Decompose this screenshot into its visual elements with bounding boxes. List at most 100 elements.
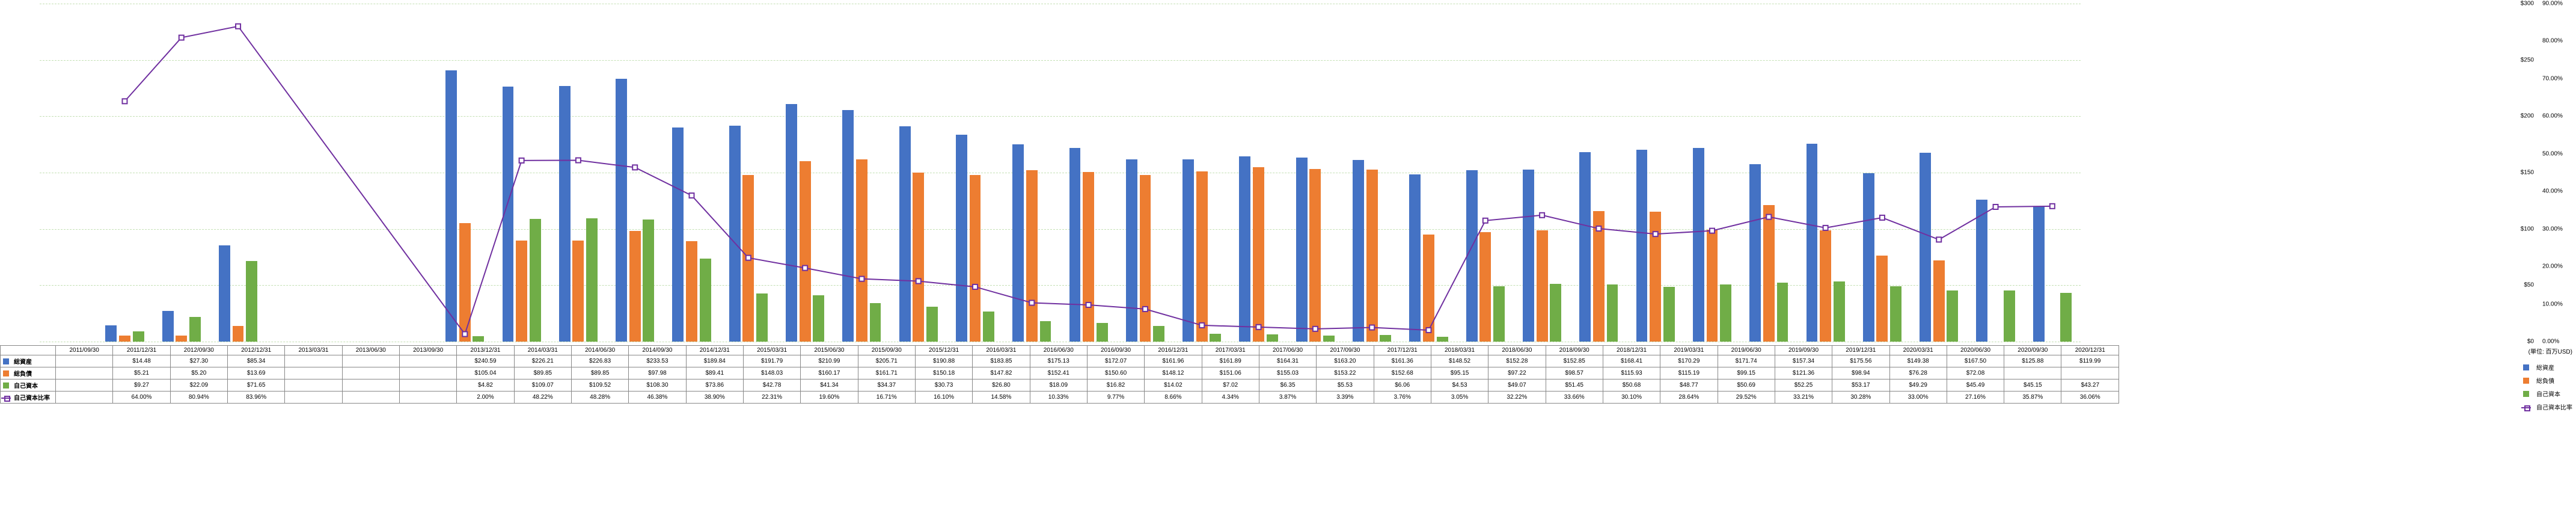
cell: $115.93 — [1603, 367, 1660, 379]
y-left-tick: $300 — [2521, 1, 2534, 7]
y-right-tick: 60.00% — [2542, 113, 2563, 120]
cell: 29.52% — [1718, 392, 1775, 404]
cell: 32.22% — [1488, 392, 1546, 404]
cell — [56, 379, 113, 392]
cell: 2013/09/30 — [399, 346, 456, 355]
cell: $160.17 — [801, 367, 858, 379]
cell: $189.84 — [686, 355, 743, 367]
cell: $13.69 — [227, 367, 284, 379]
cell: $161.36 — [1374, 355, 1431, 367]
cell: $164.31 — [1259, 355, 1316, 367]
cell: 2014/09/30 — [629, 346, 686, 355]
row-header: 総負債 — [1, 367, 56, 379]
cell: $161.71 — [858, 367, 915, 379]
cell: $45.49 — [1947, 379, 2004, 392]
cell: $50.68 — [1603, 379, 1660, 392]
cell: $125.88 — [2004, 355, 2061, 367]
legend-item: 自己資本比率 — [2523, 401, 2572, 414]
cell: 16.71% — [858, 392, 915, 404]
cell: $98.57 — [1546, 367, 1603, 379]
cell — [285, 392, 342, 404]
y-left-tick: $200 — [2521, 113, 2534, 120]
cell: $49.07 — [1488, 379, 1546, 392]
y-right-tick: 50.00% — [2542, 150, 2563, 157]
data-table: 2011/09/302011/12/312012/09/302012/12/31… — [0, 345, 2119, 404]
cell — [56, 355, 113, 367]
cell: 10.33% — [1030, 392, 1087, 404]
cell: 16.10% — [915, 392, 972, 404]
ratio-line-series — [40, 4, 2081, 342]
cell: $109.07 — [514, 379, 571, 392]
cell: $5.21 — [113, 367, 170, 379]
y-right-tick: 20.00% — [2542, 263, 2563, 270]
cell: $151.06 — [1202, 367, 1259, 379]
cell: 64.00% — [113, 392, 170, 404]
cell: 2019/09/30 — [1775, 346, 1832, 355]
cell: $98.94 — [1832, 367, 1889, 379]
cell: $161.89 — [1202, 355, 1259, 367]
cell: $9.27 — [113, 379, 170, 392]
cell: $71.65 — [227, 379, 284, 392]
cell: $172.07 — [1087, 355, 1144, 367]
cell: 2019/06/30 — [1718, 346, 1775, 355]
cell: 2019/03/31 — [1660, 346, 1718, 355]
cell: 2015/06/30 — [801, 346, 858, 355]
cell: $5.20 — [170, 367, 227, 379]
cell: $99.15 — [1718, 367, 1775, 379]
cell: $170.29 — [1660, 355, 1718, 367]
y-right-tick: 0.00% — [2542, 339, 2559, 345]
cell: 35.87% — [2004, 392, 2061, 404]
cell: $16.82 — [1087, 379, 1144, 392]
cell: $175.13 — [1030, 355, 1087, 367]
cell: $45.15 — [2004, 379, 2061, 392]
cell: 27.16% — [1947, 392, 2004, 404]
cell — [342, 379, 399, 392]
cell: $6.35 — [1259, 379, 1316, 392]
cell: 38.90% — [686, 392, 743, 404]
y-axis-right: 0.00%10.00%20.00%30.00%40.00%50.00%60.00… — [2540, 4, 2572, 342]
cell — [56, 367, 113, 379]
cell: $30.73 — [915, 379, 972, 392]
cell: $161.96 — [1145, 355, 1202, 367]
cell: $148.52 — [1431, 355, 1488, 367]
cell: 2016/06/30 — [1030, 346, 1087, 355]
cell: 8.66% — [1145, 392, 1202, 404]
cell — [399, 367, 456, 379]
cell: 2011/09/30 — [56, 346, 113, 355]
cell: 2017/12/31 — [1374, 346, 1431, 355]
cell: $168.41 — [1603, 355, 1660, 367]
cell: $5.53 — [1317, 379, 1374, 392]
cell: 3.76% — [1374, 392, 1431, 404]
cell: $191.79 — [743, 355, 800, 367]
cell: $171.74 — [1718, 355, 1775, 367]
legend-item: 総資産 — [2523, 361, 2572, 374]
cell — [399, 392, 456, 404]
cell: $53.17 — [1832, 379, 1889, 392]
cell: $150.60 — [1087, 367, 1144, 379]
cell: $149.38 — [1889, 355, 1947, 367]
cell — [342, 392, 399, 404]
cell: $4.82 — [457, 379, 514, 392]
cell — [56, 392, 113, 404]
cell: $50.69 — [1718, 379, 1775, 392]
cell: $109.52 — [571, 379, 628, 392]
cell: $72.08 — [1947, 367, 2004, 379]
cell — [342, 367, 399, 379]
y-right-tick: 90.00% — [2542, 1, 2563, 7]
y-right-tick: 80.00% — [2542, 38, 2563, 45]
plot-area — [40, 4, 2081, 342]
cell: 48.28% — [571, 392, 628, 404]
cell: 2018/09/30 — [1546, 346, 1603, 355]
cell: 2020/09/30 — [2004, 346, 2061, 355]
cell: $89.41 — [686, 367, 743, 379]
cell: 30.10% — [1603, 392, 1660, 404]
cell: $147.82 — [973, 367, 1030, 379]
cell: 33.00% — [1889, 392, 1947, 404]
cell: $233.53 — [629, 355, 686, 367]
cell: $22.09 — [170, 379, 227, 392]
cell: $89.85 — [571, 367, 628, 379]
cell: 2020/12/31 — [2061, 346, 2119, 355]
cell: $150.18 — [915, 367, 972, 379]
chart-container: $0$50$100$150$200$250$300 0.00%10.00%20.… — [0, 0, 2576, 516]
legend-item: 総負債 — [2523, 374, 2572, 387]
